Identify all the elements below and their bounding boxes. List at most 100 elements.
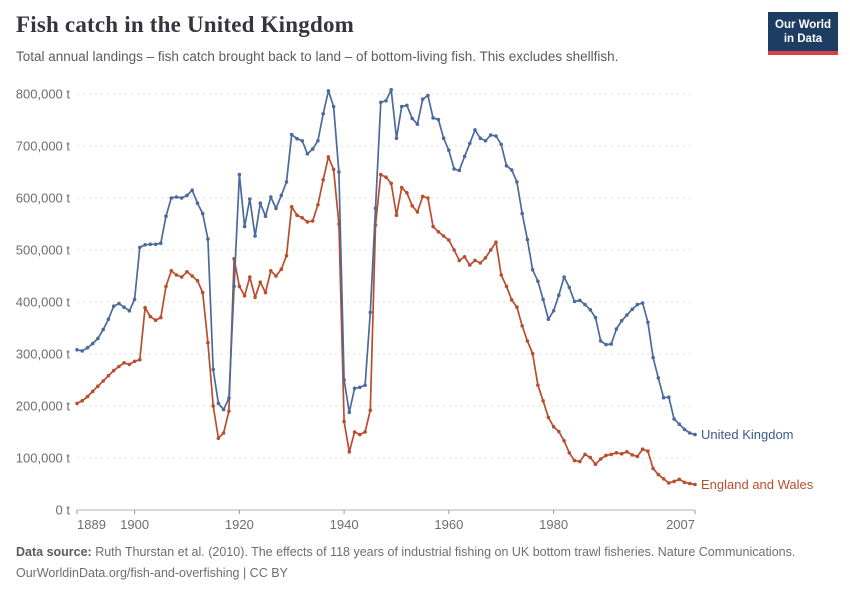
data-point[interactable] (159, 241, 163, 245)
data-point[interactable] (619, 452, 624, 456)
data-point[interactable] (211, 404, 215, 408)
data-point[interactable] (368, 408, 373, 413)
data-point[interactable] (494, 240, 498, 244)
data-point[interactable] (483, 255, 488, 260)
data-point[interactable] (379, 100, 383, 105)
data-point[interactable] (431, 116, 435, 120)
data-point[interactable] (289, 205, 294, 209)
data-point[interactable] (457, 258, 462, 263)
data-point[interactable] (384, 175, 388, 179)
data-point[interactable] (384, 99, 388, 103)
data-point[interactable] (682, 427, 687, 432)
data-point[interactable] (667, 395, 671, 400)
data-point[interactable] (426, 196, 430, 200)
data-point[interactable] (551, 309, 556, 313)
data-point[interactable] (488, 133, 493, 137)
data-point[interactable] (232, 284, 236, 289)
data-point[interactable] (536, 383, 540, 388)
data-point[interactable] (625, 313, 629, 317)
data-point[interactable] (310, 219, 315, 223)
data-point[interactable] (253, 234, 257, 238)
data-point[interactable] (588, 308, 593, 312)
data-point[interactable] (541, 399, 545, 403)
data-point[interactable] (640, 447, 645, 452)
data-point[interactable] (216, 401, 221, 406)
data-point[interactable] (509, 168, 514, 172)
data-point[interactable] (373, 206, 378, 211)
data-point[interactable] (143, 305, 147, 310)
data-point[interactable] (572, 458, 577, 463)
data-point[interactable] (452, 248, 456, 252)
data-point[interactable] (525, 237, 530, 242)
license-line[interactable]: OurWorldinData.org/fish-and-overfishing … (16, 565, 288, 580)
data-point[interactable] (598, 339, 603, 343)
data-point[interactable] (630, 453, 634, 457)
data-point[interactable] (426, 93, 430, 98)
data-point[interactable] (494, 134, 498, 138)
data-point[interactable] (85, 394, 90, 399)
data-point[interactable] (431, 224, 435, 229)
data-point[interactable] (263, 214, 268, 218)
data-point[interactable] (452, 167, 456, 171)
data-point[interactable] (468, 263, 472, 267)
data-point[interactable] (567, 451, 572, 455)
data-point[interactable] (640, 301, 645, 305)
data-point[interactable] (195, 201, 200, 205)
data-point[interactable] (143, 243, 147, 247)
data-point[interactable] (562, 275, 566, 279)
data-point[interactable] (604, 453, 608, 458)
data-point[interactable] (321, 178, 326, 182)
data-point[interactable] (389, 88, 394, 92)
data-point[interactable] (190, 188, 194, 192)
data-point[interactable] (473, 128, 477, 132)
data-point[interactable] (342, 419, 346, 424)
data-point[interactable] (164, 284, 168, 289)
data-point[interactable] (661, 477, 666, 481)
data-point[interactable] (504, 164, 509, 168)
data-point[interactable] (117, 301, 121, 306)
data-point[interactable] (625, 450, 629, 454)
data-point[interactable] (693, 482, 697, 487)
data-point[interactable] (536, 279, 540, 284)
data-point[interactable] (347, 450, 352, 454)
data-point[interactable] (237, 172, 242, 177)
data-point[interactable] (305, 152, 310, 156)
data-point[interactable] (656, 376, 661, 380)
data-point[interactable] (546, 415, 551, 420)
data-point[interactable] (117, 364, 121, 369)
data-point[interactable] (242, 294, 247, 298)
data-point[interactable] (195, 278, 200, 283)
data-point[interactable] (363, 383, 367, 388)
data-point[interactable] (326, 89, 331, 93)
data-point[interactable] (248, 197, 252, 201)
data-point[interactable] (677, 477, 682, 482)
data-point[interactable] (337, 170, 341, 174)
data-point[interactable] (530, 268, 535, 272)
data-point[interactable] (90, 389, 95, 394)
data-point[interactable] (462, 154, 467, 159)
data-point[interactable] (96, 336, 100, 341)
data-point[interactable] (106, 317, 111, 322)
data-point[interactable] (368, 310, 373, 315)
data-point[interactable] (358, 432, 362, 437)
data-point[interactable] (436, 117, 441, 122)
data-point[interactable] (415, 210, 420, 214)
data-point[interactable] (153, 318, 158, 323)
data-point[interactable] (520, 211, 524, 216)
data-point[interactable] (468, 141, 472, 146)
data-point[interactable] (693, 432, 697, 437)
data-point[interactable] (656, 472, 661, 477)
data-point[interactable] (488, 248, 493, 252)
data-point[interactable] (169, 196, 174, 200)
data-point[interactable] (499, 142, 504, 147)
data-point[interactable] (237, 284, 242, 289)
data-point[interactable] (227, 409, 231, 414)
data-point[interactable] (279, 193, 284, 198)
data-point[interactable] (441, 136, 446, 140)
data-point[interactable] (593, 315, 598, 320)
data-point[interactable] (342, 378, 346, 382)
data-point[interactable] (478, 261, 483, 265)
series-label-united-kingdom[interactable]: United Kingdom (701, 426, 794, 442)
data-point[interactable] (363, 430, 367, 434)
data-point[interactable] (90, 341, 95, 346)
